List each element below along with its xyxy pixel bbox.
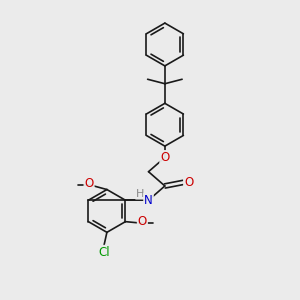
Text: Cl: Cl bbox=[98, 246, 110, 259]
Text: O: O bbox=[84, 177, 94, 190]
Text: O: O bbox=[160, 151, 170, 164]
Text: H: H bbox=[136, 189, 144, 199]
Text: N: N bbox=[144, 194, 153, 207]
Text: O: O bbox=[184, 176, 193, 189]
Text: O: O bbox=[138, 215, 147, 228]
